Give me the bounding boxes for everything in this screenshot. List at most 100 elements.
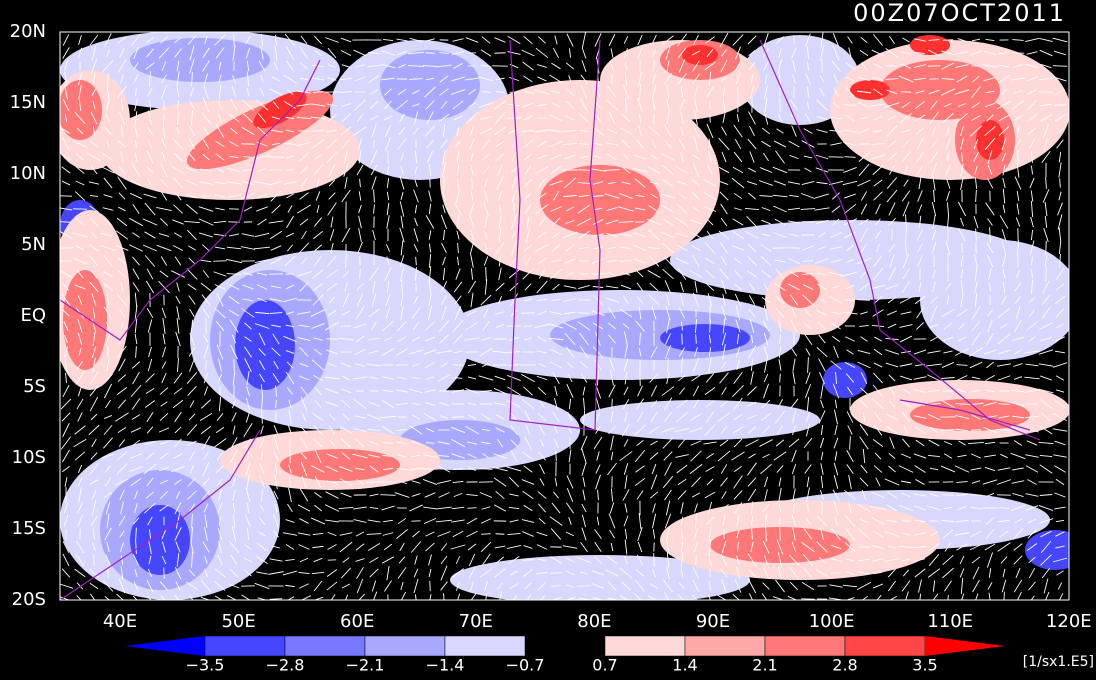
wind-arrow <box>594 556 602 564</box>
wind-arrow <box>578 194 590 198</box>
wind-arrow <box>791 463 797 475</box>
wind-arrow <box>1059 178 1061 188</box>
wind-arrow <box>650 583 658 589</box>
wind-arrow <box>637 125 643 137</box>
wind-arrow <box>985 90 995 94</box>
wind-arrow <box>216 451 224 461</box>
wind-arrow <box>1028 336 1036 342</box>
wind-arrow <box>607 181 617 185</box>
wind-arrow <box>1039 455 1053 457</box>
wind-arrow <box>116 593 124 600</box>
wind-arrow <box>75 371 85 385</box>
wind-arrow <box>199 413 213 421</box>
wind-arrow <box>985 528 995 540</box>
wind-arrow <box>565 244 575 252</box>
wind-arrow <box>1045 266 1047 282</box>
wind-arrow <box>1052 65 1068 67</box>
wind-arrow <box>510 439 518 447</box>
wind-arrow <box>856 257 872 265</box>
wind-arrow <box>830 258 842 264</box>
wind-arrow <box>580 373 588 383</box>
wind-arrow <box>1028 556 1036 564</box>
wind-arrow <box>1041 567 1051 579</box>
wind-arrow <box>721 151 727 163</box>
wind-arrow <box>257 542 267 552</box>
wind-arrow <box>554 425 558 435</box>
wind-arrow <box>633 154 647 160</box>
wind-arrow <box>873 130 883 132</box>
wind-arrow <box>803 332 813 346</box>
wind-arrow <box>606 99 618 111</box>
wind-arrow <box>765 73 767 85</box>
wind-arrow <box>61 568 71 578</box>
wind-arrow <box>551 217 561 227</box>
wind-arrow <box>802 221 814 223</box>
wind-arrow <box>577 217 591 227</box>
wind-arrow <box>89 385 99 397</box>
wind-arrow <box>103 282 113 292</box>
wind-arrow <box>414 217 418 227</box>
wind-arrow <box>271 324 281 328</box>
wind-arrow <box>581 32 587 48</box>
wind-arrow <box>135 527 137 541</box>
wind-arrow <box>440 581 448 591</box>
wind-arrow <box>831 205 841 213</box>
wind-arrow <box>633 258 647 264</box>
lat-label: 20S <box>12 589 46 610</box>
wind-arrow <box>354 64 366 68</box>
wind-arrow <box>969 347 983 357</box>
wind-arrow <box>705 373 715 383</box>
wind-arrow <box>273 61 279 71</box>
wind-arrow <box>313 557 323 563</box>
wind-arrow <box>465 425 479 435</box>
wind-arrow <box>441 162 447 178</box>
wind-arrow <box>579 155 589 159</box>
wind-arrow <box>61 412 71 422</box>
wind-arrow <box>89 593 96 600</box>
wind-arrow <box>705 453 715 459</box>
wind-arrow <box>511 140 517 148</box>
wind-arrow <box>400 152 404 162</box>
wind-arrow <box>764 555 768 565</box>
wind-arrow <box>747 401 757 407</box>
wind-arrow <box>227 194 241 198</box>
wind-arrow <box>888 386 896 396</box>
wind-arrow <box>1015 306 1021 320</box>
wind-arrow <box>104 331 112 347</box>
wind-arrow <box>748 453 756 459</box>
wind-arrow <box>298 375 310 381</box>
wind-arrow <box>750 74 754 84</box>
wind-arrow <box>898 465 914 473</box>
wind-arrow <box>692 179 700 187</box>
wind-arrow <box>803 260 813 262</box>
wind-arrow <box>383 519 393 523</box>
wind-arrow <box>62 449 70 463</box>
wind-arrow <box>191 526 193 542</box>
wind-arrow <box>933 189 935 203</box>
wind-arrow <box>344 150 348 164</box>
wind-arrow <box>427 306 433 320</box>
wind-arrow <box>708 347 712 357</box>
wind-arrow <box>816 346 828 358</box>
wind-arrow <box>1040 375 1052 381</box>
wind-arrow <box>202 60 210 72</box>
wind-arrow <box>369 441 379 445</box>
wind-arrow <box>888 374 896 382</box>
wind-arrow <box>159 504 169 512</box>
wind-arrow <box>230 98 238 112</box>
wind-arrow <box>888 202 896 216</box>
wind-arrow <box>397 567 407 579</box>
wind-arrow <box>524 582 532 590</box>
wind-arrow <box>466 309 478 317</box>
wind-arrow <box>733 397 743 411</box>
wind-arrow <box>522 451 534 461</box>
wind-arrow <box>75 153 85 161</box>
wind-arrow <box>619 594 629 600</box>
wind-arrow <box>1002 204 1006 214</box>
wind-arrow <box>1030 200 1034 218</box>
wind-arrow <box>495 323 505 329</box>
wind-arrow <box>778 48 782 58</box>
wind-arrow <box>844 514 856 528</box>
wind-arrow <box>816 515 828 527</box>
wind-arrow <box>454 295 462 305</box>
